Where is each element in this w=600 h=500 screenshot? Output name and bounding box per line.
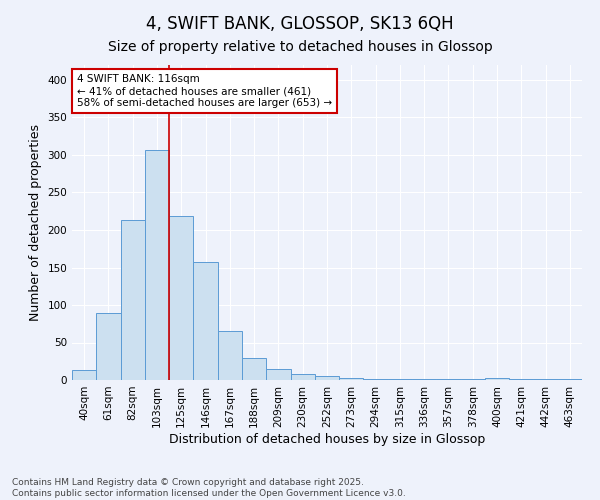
Bar bbox=[461, 379, 485, 380]
Bar bbox=[339, 378, 364, 380]
Bar bbox=[96, 312, 121, 380]
Bar bbox=[315, 376, 339, 380]
Bar bbox=[509, 378, 533, 380]
Text: Contains HM Land Registry data © Crown copyright and database right 2025.
Contai: Contains HM Land Registry data © Crown c… bbox=[12, 478, 406, 498]
Bar bbox=[485, 378, 509, 380]
Text: 4 SWIFT BANK: 116sqm
← 41% of detached houses are smaller (461)
58% of semi-deta: 4 SWIFT BANK: 116sqm ← 41% of detached h… bbox=[77, 74, 332, 108]
Bar bbox=[364, 378, 388, 380]
Text: Size of property relative to detached houses in Glossop: Size of property relative to detached ho… bbox=[107, 40, 493, 54]
Bar bbox=[72, 370, 96, 380]
X-axis label: Distribution of detached houses by size in Glossop: Distribution of detached houses by size … bbox=[169, 432, 485, 446]
Bar bbox=[266, 369, 290, 380]
Y-axis label: Number of detached properties: Number of detached properties bbox=[29, 124, 42, 321]
Bar bbox=[145, 150, 169, 380]
Bar bbox=[533, 379, 558, 380]
Bar bbox=[193, 262, 218, 380]
Bar bbox=[388, 378, 412, 380]
Text: 4, SWIFT BANK, GLOSSOP, SK13 6QH: 4, SWIFT BANK, GLOSSOP, SK13 6QH bbox=[146, 15, 454, 33]
Bar bbox=[558, 378, 582, 380]
Bar bbox=[412, 379, 436, 380]
Bar bbox=[218, 331, 242, 380]
Bar bbox=[242, 358, 266, 380]
Bar bbox=[290, 374, 315, 380]
Bar bbox=[436, 378, 461, 380]
Bar bbox=[121, 220, 145, 380]
Bar bbox=[169, 216, 193, 380]
